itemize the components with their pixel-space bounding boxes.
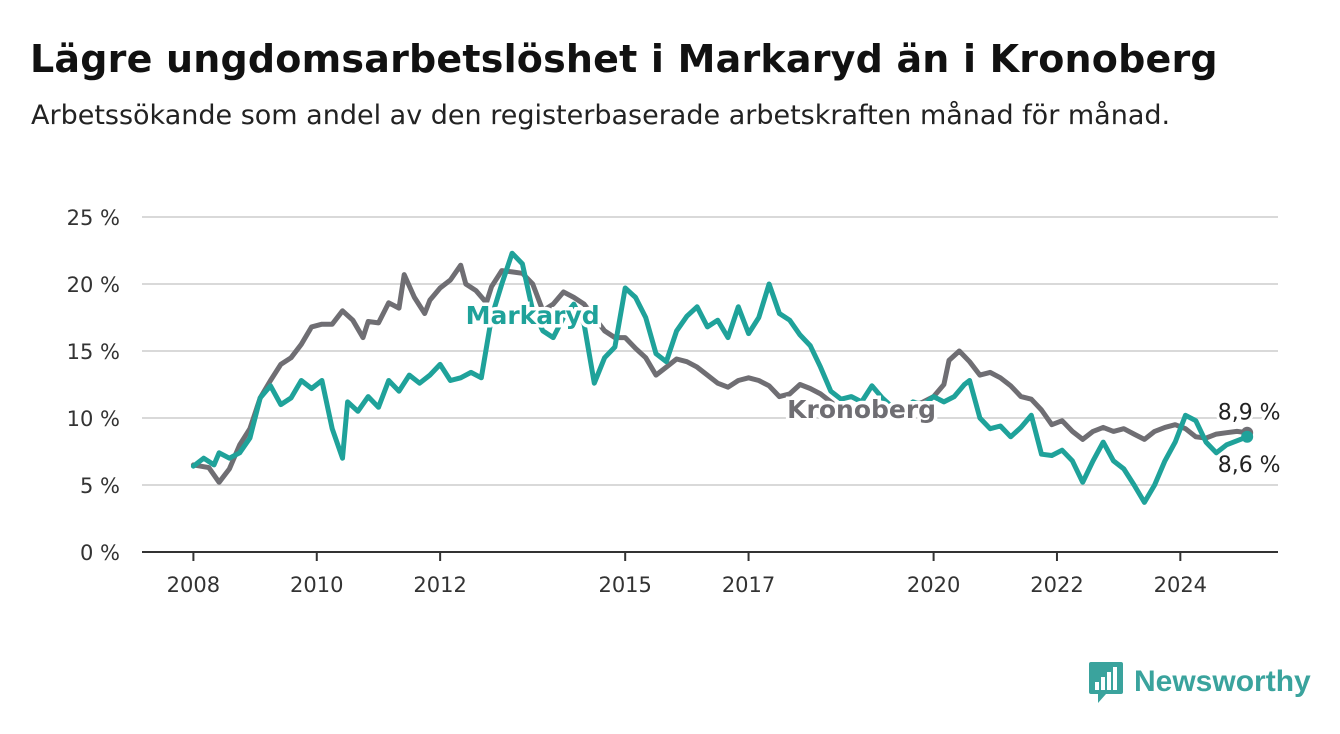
markaryd-end-label: 8,6 %: [1218, 453, 1281, 478]
y-tick-label: 0 %: [80, 541, 120, 565]
y-tick-label: 10 %: [67, 407, 120, 431]
y-tick-label: 15 %: [67, 340, 120, 364]
markaryd-end-point: [1241, 430, 1254, 443]
y-tick-label: 25 %: [67, 206, 120, 230]
x-tick-label: 2024: [1154, 573, 1207, 597]
y-axis-ticks: 0 % 5 % 10 % 15 % 20 % 25 %: [67, 206, 120, 565]
kronoberg-line: [190, 262, 1250, 485]
x-axis: 2008 2010 2012 2015 2017 2020 2022 2024: [142, 551, 1278, 597]
x-tick-label: 2022: [1030, 573, 1083, 597]
x-tick-label: 2020: [907, 573, 960, 597]
series-labels: Markaryd Kronoberg 8,9 % 8,6 %: [462, 298, 1283, 481]
x-tick-label: 2015: [598, 573, 651, 597]
y-tick-label: 5 %: [80, 474, 120, 498]
markaryd-line: [190, 250, 1250, 505]
chart-subtitle: Arbetssökande som andel av den registerb…: [31, 100, 1171, 131]
kronoberg-end-label: 8,9 %: [1218, 401, 1281, 426]
newsworthy-bar-chart-icon: [1089, 662, 1123, 703]
x-tick-label: 2008: [167, 573, 220, 597]
chart-title: Lägre ungdomsarbetslöshet i Markaryd än …: [30, 37, 1218, 81]
series-label-markaryd: Markaryd: [466, 301, 600, 330]
x-tick-label: 2017: [722, 573, 775, 597]
series-lines: [190, 250, 1254, 505]
brand-name: Newsworthy: [1134, 665, 1311, 698]
x-tick-label: 2012: [413, 573, 466, 597]
gridlines: [142, 216, 1278, 486]
x-tick-label: 2010: [290, 573, 343, 597]
series-label-kronoberg: Kronoberg: [787, 395, 936, 424]
newsworthy-logo: Newsworthy: [1088, 660, 1311, 704]
y-tick-label: 20 %: [67, 273, 120, 297]
